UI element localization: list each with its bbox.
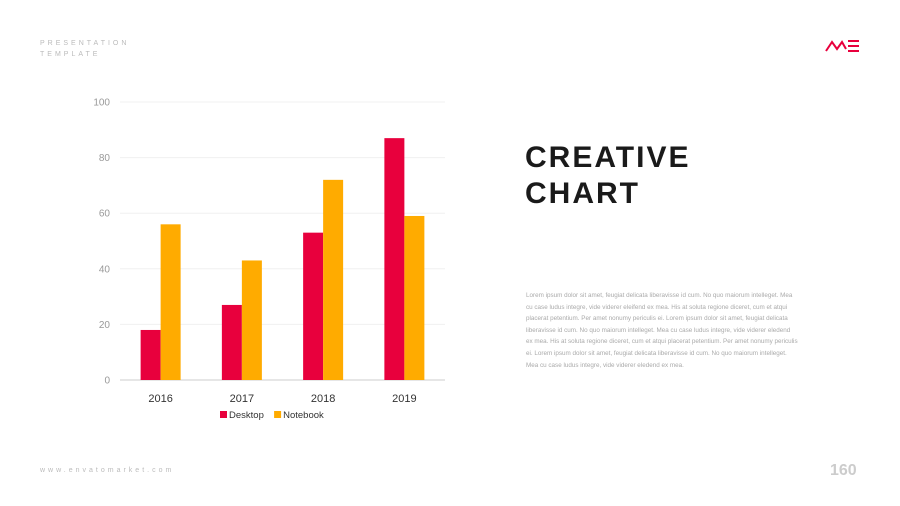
legend-swatch xyxy=(274,411,282,418)
y-tick-label: 0 xyxy=(104,376,110,387)
body-text: Lorem ipsum dolor sit amet, feugiat deli… xyxy=(526,292,798,369)
bar-desktop xyxy=(221,304,242,380)
logo-icon xyxy=(825,40,859,52)
y-tick-label: 100 xyxy=(93,98,110,109)
presentation-label: PRESENTATION TEMPLATE xyxy=(40,38,160,60)
bar-notebook xyxy=(160,224,181,380)
x-tick-label: 2017 xyxy=(230,393,254,405)
bar-notebook xyxy=(323,179,344,380)
title-line1: CREATIVE xyxy=(525,141,691,174)
bar-notebook xyxy=(404,215,425,380)
legend-label: Desktop xyxy=(229,410,264,421)
footer-url: www.envatomarket.com xyxy=(40,467,175,474)
legend-swatch xyxy=(220,411,227,418)
bar-notebook xyxy=(241,260,262,380)
legend-label: Notebook xyxy=(283,410,324,421)
bar-desktop xyxy=(303,232,324,380)
y-tick-label: 20 xyxy=(99,320,111,331)
bar-desktop xyxy=(384,138,405,380)
x-tick-label: 2016 xyxy=(148,393,172,405)
x-tick-label: 2018 xyxy=(311,393,335,405)
y-tick-label: 80 xyxy=(99,153,111,164)
header-line2: TEMPLATE xyxy=(40,51,101,58)
y-tick-label: 60 xyxy=(99,209,111,220)
title-line2: CHART xyxy=(525,177,640,210)
x-tick-label: 2019 xyxy=(392,393,416,405)
page-title: CREATIVE CHART xyxy=(525,140,775,212)
bar-desktop xyxy=(140,329,161,380)
header-line1: PRESENTATION xyxy=(40,40,130,47)
y-tick-label: 40 xyxy=(99,264,111,275)
page-number: 160 xyxy=(830,462,857,479)
